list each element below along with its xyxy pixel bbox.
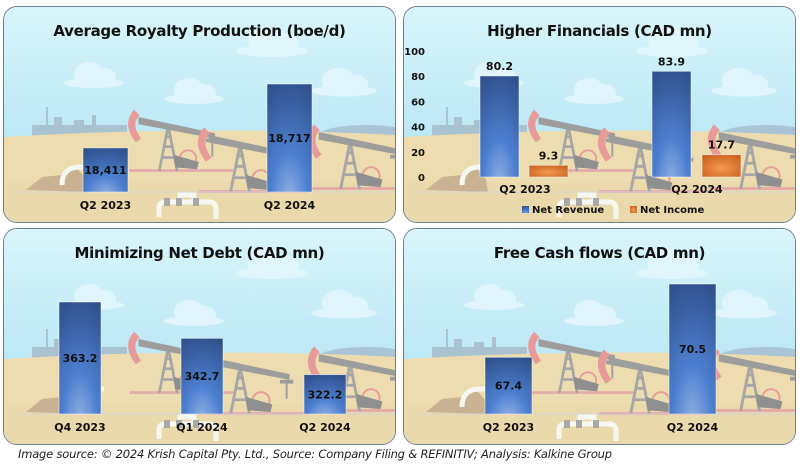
bar-net-income-q2-2023 [528, 164, 569, 178]
data-label: 342.7 [185, 370, 220, 383]
cloud [164, 78, 224, 104]
bar-q2-2023 [484, 356, 533, 415]
cloud [711, 289, 777, 319]
royalty-production-chart: 18,411 Q2 2023 18,717 Q2 2024 [80, 83, 316, 212]
rock [426, 387, 488, 414]
oilfield-background [4, 7, 395, 222]
cloud [164, 300, 224, 326]
bar-q4-2023 [58, 301, 102, 415]
bar-q1-2024 [180, 337, 224, 415]
pumpjack [128, 109, 233, 172]
x-tick-label: Q2 2024 [671, 183, 723, 196]
data-label: 9.3 [539, 149, 559, 162]
pipe-valves [564, 198, 599, 206]
bar-q2-2024 [668, 283, 717, 415]
y-tick-label: 60 [411, 97, 425, 108]
pipe-valves [564, 420, 599, 428]
x-tick-label: Q2 2024 [264, 199, 316, 212]
bar-q2-2024 [266, 83, 313, 193]
x-tick-label: Q2 2023 [80, 199, 131, 212]
cloud [236, 25, 308, 57]
data-label: 18,717 [268, 132, 310, 145]
higher-financials-panel: Higher Financials (CAD mn) 0 20 40 60 80 100 8… [403, 6, 796, 223]
y-tick-label: 0 [418, 173, 425, 184]
free-cash-flows-chart: 67.4 Q2 2023 70.5 Q2 2024 [483, 283, 719, 434]
legend-swatch-net-revenue [522, 206, 529, 213]
data-label: 67.4 [495, 380, 522, 393]
data-label: 83.9 [658, 55, 685, 68]
bar-q2-2024 [303, 374, 347, 415]
data-label: 363.2 [63, 352, 98, 365]
chart-title: Free Cash flows (CAD mn) [493, 244, 706, 262]
bar-net-income-q2-2024 [701, 154, 742, 178]
data-label: 17.7 [708, 139, 735, 152]
y-tick-label: 100 [404, 47, 425, 58]
x-tick-label: Q2 2024 [299, 421, 351, 434]
royalty-production-panel: Average Royalty Production (boe/d) 18,41… [3, 6, 396, 223]
y-tick-label: 40 [411, 123, 425, 134]
cloud [564, 78, 624, 104]
data-label: 80.2 [486, 60, 513, 73]
pumpjack [307, 346, 395, 412]
x-tick-label: Q2 2023 [483, 421, 534, 434]
x-tick-label: Q4 2023 [54, 421, 105, 434]
cloud [311, 67, 377, 97]
net-debt-chart: 363.2 Q4 2023 342.7 Q1 2024 322.2 Q2 2024 [54, 301, 351, 434]
cloud [564, 300, 624, 326]
legend-label: Net Revenue [532, 205, 604, 216]
rock [26, 165, 88, 192]
data-label: 18,411 [84, 164, 126, 177]
y-tick-label: 20 [411, 148, 425, 159]
chart-title: Minimizing Net Debt (CAD mn) [74, 244, 325, 262]
cloud [636, 247, 708, 279]
cloud [636, 25, 708, 57]
cloud [311, 289, 377, 319]
cloud [464, 284, 524, 310]
data-label: 322.2 [308, 388, 343, 401]
net-debt-panel: Minimizing Net Debt (CAD mn) 363.2 Q4 202… [3, 228, 396, 445]
pumpjack [707, 124, 795, 190]
x-tick-label: Q2 2024 [667, 421, 719, 434]
legend-label: Net Income [640, 205, 704, 216]
legend-swatch-net-income [630, 206, 637, 213]
cloud [64, 62, 124, 88]
bar-net-revenue-q2-2024 [651, 70, 692, 178]
rock [426, 165, 488, 192]
pipe-valves [164, 198, 199, 206]
cloud [236, 247, 308, 279]
pipe-valves [164, 420, 199, 428]
higher-financials-chart: 0 20 40 60 80 100 80.2 83.9 9.3 17.7 Q2 2023 Q2 202… [404, 47, 742, 216]
y-tick-label: 80 [411, 72, 425, 83]
x-tick-label: Q1 2024 [176, 421, 228, 434]
bar-net-revenue-q2-2023 [479, 75, 520, 178]
chart-title: Average Royalty Production (boe/d) [53, 22, 346, 40]
bar-q2-2023 [82, 147, 129, 193]
data-label: 70.5 [679, 343, 706, 356]
cloud [711, 67, 777, 97]
image-source-footer: Image source: © 2024 Krish Capital Pty. … [18, 447, 612, 461]
free-cash-flows-panel: Free Cash flows (CAD mn) 67.4 Q2 2023 70.5… [403, 228, 796, 445]
chart-title: Higher Financials (CAD mn) [487, 22, 712, 40]
x-tick-label: Q2 2023 [499, 183, 550, 196]
